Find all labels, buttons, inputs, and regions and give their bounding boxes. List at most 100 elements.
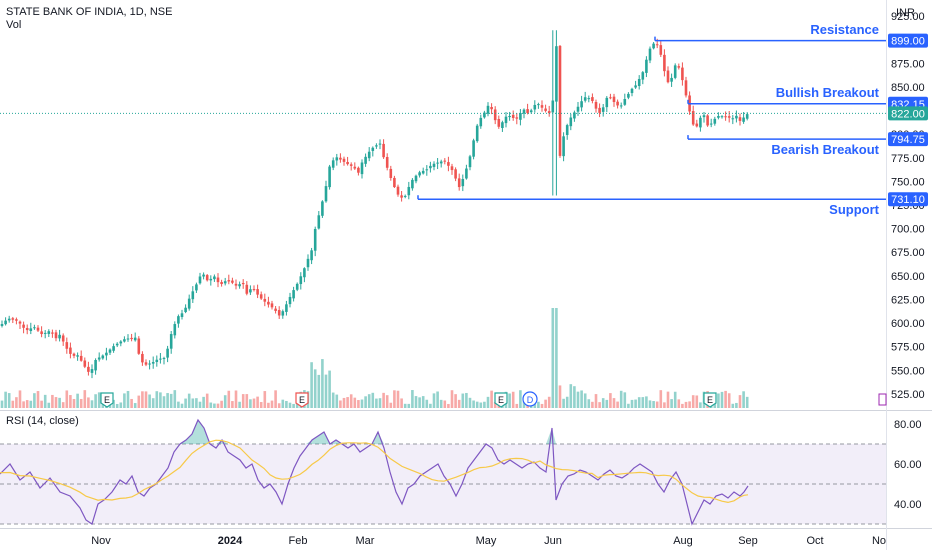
candle-body bbox=[519, 112, 522, 120]
time-axis-label: Jun bbox=[544, 535, 562, 547]
candle-body bbox=[483, 112, 486, 118]
candle-body bbox=[443, 160, 447, 162]
price-tick-label: 650.00 bbox=[891, 271, 925, 283]
candle-body bbox=[101, 355, 105, 359]
volume-bar bbox=[411, 390, 414, 408]
volume-bar bbox=[115, 403, 119, 408]
volume-bar bbox=[691, 395, 695, 408]
candle-body bbox=[22, 324, 25, 328]
candle-body bbox=[742, 117, 745, 122]
volume-bar bbox=[328, 370, 331, 408]
candle-body bbox=[634, 85, 637, 88]
candle-body bbox=[54, 332, 58, 339]
price-badge bbox=[888, 33, 928, 48]
volume-bar bbox=[591, 401, 594, 408]
candle-body bbox=[591, 97, 594, 101]
candle-body bbox=[508, 116, 511, 118]
candle-body bbox=[195, 284, 198, 291]
volume-bar bbox=[472, 400, 475, 408]
price-tick-label: 775.00 bbox=[891, 153, 925, 165]
event-marker-label: E bbox=[299, 395, 305, 405]
volume-bar bbox=[695, 395, 699, 408]
volume-bar bbox=[641, 397, 645, 408]
candle-body bbox=[321, 201, 324, 216]
volume-bar bbox=[594, 394, 598, 408]
candle-body bbox=[313, 228, 317, 251]
candle-body bbox=[47, 331, 51, 334]
rsi-ma-line bbox=[0, 439, 749, 504]
volume-bar bbox=[432, 393, 436, 408]
price-tick-label: 525.00 bbox=[891, 389, 925, 401]
candle-body bbox=[65, 342, 69, 349]
event-marker-label: E bbox=[498, 395, 504, 405]
candle-body bbox=[205, 275, 209, 281]
candle-body bbox=[36, 327, 40, 331]
candle-body bbox=[357, 167, 360, 173]
volume-bar bbox=[490, 390, 493, 408]
volume-bar bbox=[569, 384, 573, 408]
candle-body bbox=[583, 97, 587, 101]
volume-bar bbox=[385, 395, 389, 408]
volume-bar bbox=[666, 391, 670, 408]
volume-bar bbox=[576, 391, 580, 408]
volume-bar bbox=[349, 394, 353, 408]
volume-bar bbox=[461, 393, 465, 408]
candle-body bbox=[691, 111, 695, 125]
candle-body bbox=[425, 169, 429, 171]
candle-body bbox=[220, 282, 223, 285]
candle-body bbox=[436, 162, 439, 164]
candle-body bbox=[259, 294, 263, 299]
candle-body bbox=[735, 115, 738, 119]
candle-body bbox=[738, 117, 742, 121]
volume-bar bbox=[655, 401, 659, 408]
price-tick-label: 550.00 bbox=[891, 365, 925, 377]
volume-bar bbox=[324, 374, 328, 408]
price-badge bbox=[888, 106, 928, 121]
annotation-label: Bearish Breakout bbox=[771, 142, 879, 158]
candle-body bbox=[29, 328, 33, 332]
candle-body bbox=[551, 100, 555, 113]
candle-body bbox=[277, 310, 281, 316]
volume-bar bbox=[378, 398, 382, 408]
volume-bar bbox=[119, 402, 123, 408]
price-tick-label: 675.00 bbox=[891, 247, 925, 259]
volume-bar bbox=[54, 397, 58, 408]
volume-bar bbox=[36, 391, 40, 408]
annotation-label: Support bbox=[829, 202, 879, 218]
candle-body bbox=[706, 115, 709, 126]
candle-body bbox=[180, 313, 184, 318]
candle-body bbox=[141, 353, 144, 363]
candle-body bbox=[731, 118, 735, 120]
volume-bar bbox=[137, 395, 141, 408]
earnings-icon bbox=[494, 392, 508, 408]
volume-bar bbox=[238, 401, 241, 408]
candle-body bbox=[94, 359, 97, 371]
volume-bar bbox=[360, 399, 364, 408]
candle-body bbox=[454, 169, 457, 179]
volume-bar bbox=[227, 390, 231, 408]
volume-bar bbox=[627, 403, 630, 408]
candle-body bbox=[267, 301, 270, 305]
volume-bar bbox=[223, 395, 227, 408]
volume-bar bbox=[267, 402, 270, 408]
volume-bar bbox=[220, 400, 223, 408]
candle-body bbox=[544, 108, 547, 111]
candle-body bbox=[227, 280, 231, 282]
volume-bar bbox=[18, 390, 22, 408]
volume-bar bbox=[547, 396, 551, 408]
volume-bar bbox=[367, 394, 371, 408]
candle-body bbox=[173, 324, 177, 336]
volume-bar bbox=[277, 403, 281, 408]
candle-body bbox=[328, 166, 331, 188]
candle-body bbox=[11, 318, 15, 320]
volume-bar bbox=[97, 392, 101, 408]
candle-body bbox=[717, 116, 720, 118]
candle-body bbox=[249, 289, 252, 293]
time-axis: Nov 2024 Feb Mar May Jun Aug Sep Oct No bbox=[91, 535, 886, 547]
candle-body bbox=[241, 282, 245, 285]
volume-bar bbox=[357, 400, 360, 408]
volume-bar bbox=[61, 402, 65, 408]
candle-body bbox=[540, 105, 544, 108]
volume-bar bbox=[745, 396, 749, 408]
volume-bar bbox=[25, 400, 29, 408]
